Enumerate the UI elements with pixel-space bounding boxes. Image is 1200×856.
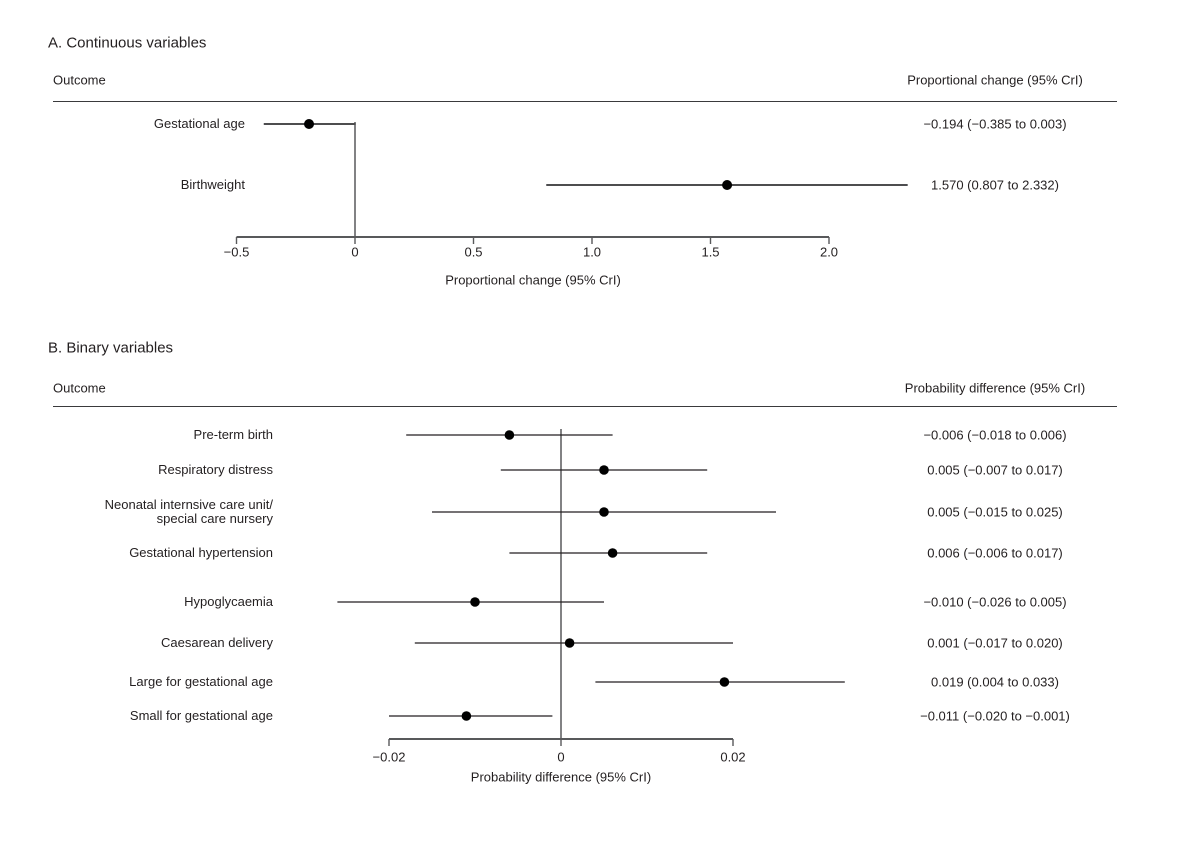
estimate-dot [304, 119, 315, 129]
outcome-label: Large for gestational age [129, 674, 273, 689]
estimate-value: −0.006 (−0.018 to 0.006) [923, 427, 1067, 443]
estimate-dot [719, 677, 730, 687]
outcome-label: Respiratory distress [158, 462, 273, 477]
estimate-value: −0.010 (−0.026 to 0.005) [923, 594, 1067, 610]
x-tick-label: 1.5 [701, 244, 720, 260]
panel-b-x-axis-title: Probability difference (95% CrI) [470, 769, 652, 785]
x-tick-label: 0 [557, 749, 565, 765]
panel-a-x-axis-title: Proportional change (95% CrI) [445, 272, 621, 288]
panel-a-value-header: Proportional change (95% CrI) [907, 72, 1083, 88]
panel-b-outcome-header: Outcome [53, 380, 106, 396]
panel-b-header-rule [53, 406, 1117, 407]
estimate-value: 0.005 (−0.015 to 0.025) [927, 504, 1063, 520]
estimate-dot [599, 507, 609, 517]
x-tick-label: 0.5 [464, 244, 483, 260]
estimate-dot [504, 430, 515, 440]
estimate-value: 0.005 (−0.007 to 0.017) [927, 462, 1063, 478]
x-tick-label: 0.02 [720, 749, 746, 765]
outcome-label: Gestational age [153, 116, 245, 131]
outcome-label: Pre-term birth [193, 427, 273, 442]
estimate-value: 0.001 (−0.017 to 0.020) [927, 635, 1063, 651]
x-tick-label: −0.5 [223, 244, 250, 260]
x-tick-label: −0.02 [372, 749, 406, 765]
estimate-value: 0.019 (0.004 to 0.033) [931, 674, 1059, 690]
outcome-label: Gestational hypertension [129, 545, 273, 560]
estimate-value: 1.570 (0.807 to 2.332) [931, 177, 1059, 193]
panel-b-value-header: Probability difference (95% CrI) [904, 380, 1086, 396]
estimate-dot [564, 638, 575, 648]
estimate-dot [461, 711, 472, 721]
estimate-dot [722, 180, 733, 190]
panel-a-outcome-header: Outcome [53, 72, 106, 88]
estimate-value: 0.006 (−0.006 to 0.017) [927, 545, 1063, 561]
x-tick-label: 2.0 [819, 244, 839, 260]
panel-a-header-rule [53, 101, 1117, 102]
estimate-dot [607, 548, 618, 558]
x-tick-label: 1.0 [582, 244, 602, 260]
outcome-label: Birthweight [180, 177, 245, 192]
outcome-label: Caesarean delivery [160, 635, 273, 650]
x-tick-label: 0 [351, 244, 359, 260]
panel-a-title: A. Continuous variables [48, 34, 207, 52]
outcome-label: Small for gestational age [129, 708, 273, 723]
estimate-dot [599, 465, 609, 475]
outcome-label: Hypoglycaemia [184, 594, 273, 609]
outcome-label: Neonatal internsive care unit/ special c… [104, 497, 273, 526]
estimate-value: −0.194 (−0.385 to 0.003) [923, 116, 1067, 132]
estimate-dot [470, 597, 480, 607]
estimate-value: −0.011 (−0.020 to −0.001) [920, 708, 1070, 724]
panel-b-title: B. Binary variables [48, 339, 174, 357]
